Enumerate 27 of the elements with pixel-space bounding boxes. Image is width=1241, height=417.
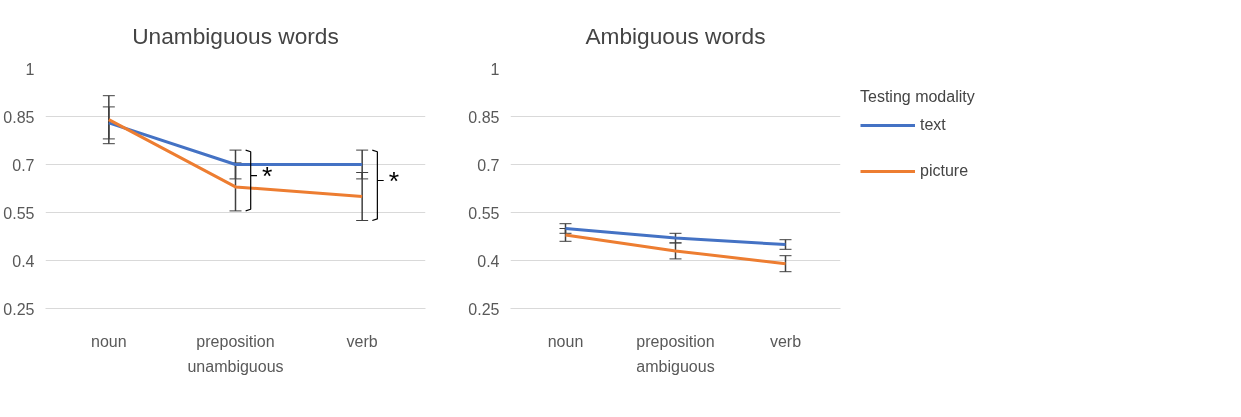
x-axis-title: unambiguous (187, 357, 284, 375)
x-tick-label: verb (346, 332, 378, 350)
y-tick-label: 0.55 (468, 204, 500, 222)
y-tick-label: 0.7 (477, 156, 500, 174)
annotation: * (262, 160, 273, 191)
chart-title: Ambiguous words (585, 22, 766, 49)
x-axis-title: ambiguous (636, 357, 715, 375)
x-tick-label: preposition (196, 332, 275, 350)
y-tick-label: 1 (25, 60, 35, 78)
y-tick-label: 1 (490, 60, 500, 78)
y-tick-label: 0.25 (3, 300, 35, 318)
legend-label: text (920, 116, 946, 134)
y-tick-label: 0.85 (468, 108, 500, 126)
y-tick-label: 0.55 (3, 204, 35, 222)
chart-title: Unambiguous words (132, 22, 339, 49)
legend-label: picture (920, 162, 969, 180)
y-tick-label: 0.85 (3, 108, 35, 126)
x-tick-label: verb (769, 332, 802, 350)
legend-title: Testing modality (860, 88, 975, 106)
annotation: * (388, 165, 400, 196)
y-tick-label: 0.4 (12, 252, 35, 270)
y-tick-label: 0.4 (477, 252, 500, 270)
y-tick-label: 0.25 (468, 300, 500, 318)
x-tick-label: preposition (636, 332, 715, 350)
y-tick-label: 0.7 (12, 156, 35, 174)
x-tick-label: noun (91, 332, 127, 350)
x-tick-label: noun (547, 332, 584, 350)
